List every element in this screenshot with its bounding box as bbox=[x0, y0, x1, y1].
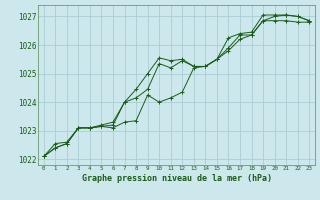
X-axis label: Graphe pression niveau de la mer (hPa): Graphe pression niveau de la mer (hPa) bbox=[82, 174, 271, 183]
